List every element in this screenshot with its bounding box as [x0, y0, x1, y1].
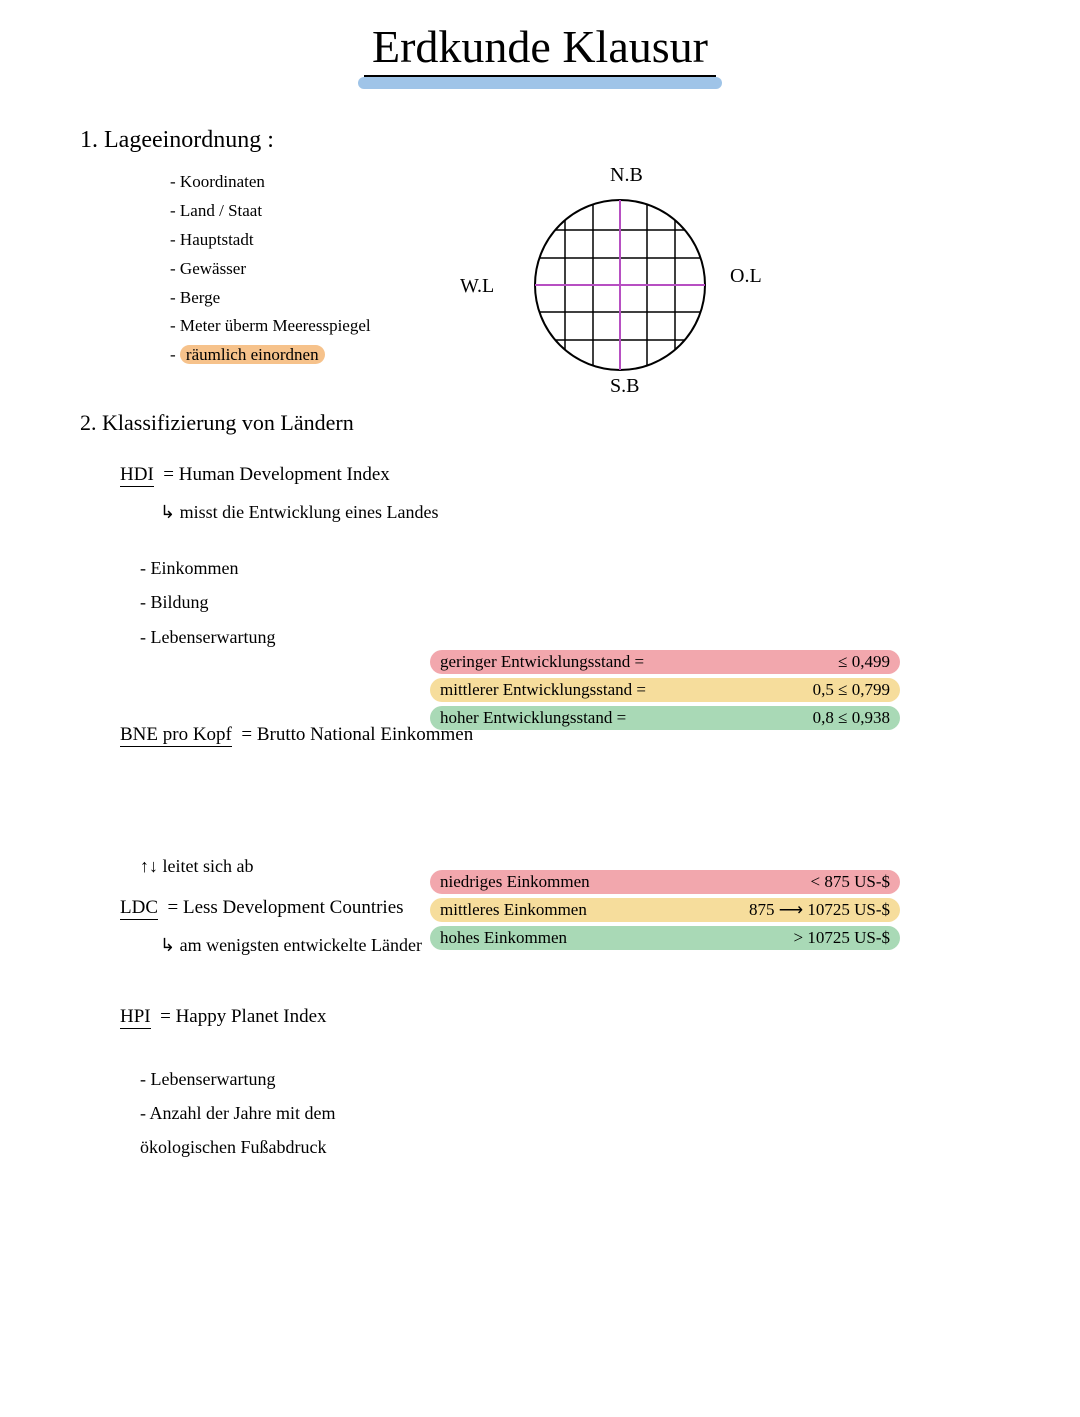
- bne-abbr: BNE pro Kopf: [120, 724, 232, 747]
- ldc-def: = Less Development Countries: [168, 897, 404, 918]
- row-label: mittlerer Entwicklungsstand =: [440, 680, 646, 700]
- hpi-factors: Lebenserwartung Anzahl der Jahre mit dem…: [140, 1062, 1080, 1165]
- globe-label-w: W.L: [460, 275, 494, 298]
- hpi-term: HPI = Happy Planet Index: [120, 1006, 1080, 1028]
- factor: Lebenserwartung: [140, 1062, 1080, 1096]
- hpi-abbr: HPI: [120, 1006, 151, 1029]
- row-label: hoher Entwicklungsstand =: [440, 708, 626, 728]
- globe-diagram: N.B S.B W.L O.L: [430, 170, 810, 410]
- globe-label-n: N.B: [610, 164, 643, 187]
- hdi-def: = Human Development Index: [163, 464, 390, 485]
- factor: Einkommen: [140, 551, 1080, 585]
- globe-label-e: O.L: [730, 265, 762, 288]
- hdi-term: HDI = Human Development Index: [120, 464, 1080, 486]
- factor: Bildung: [140, 585, 1080, 619]
- row-value: < 875 US-$: [811, 872, 890, 892]
- section-1-heading: 1. Lageeinordnung :: [80, 127, 1080, 154]
- table-row: mittlerer Entwicklungsstand = 0,5 ≤ 0,79…: [430, 678, 900, 702]
- row-label: niedriges Einkommen: [440, 872, 590, 892]
- row-value: > 10725 US-$: [794, 928, 890, 948]
- bne-table: niedriges Einkommen < 875 US-$ mittleres…: [430, 870, 900, 954]
- hdi-abbr: HDI: [120, 464, 154, 487]
- hdi-note: ↳ misst die Entwicklung eines Landes: [160, 502, 1080, 523]
- row-label: mittleres Einkommen: [440, 900, 587, 920]
- hdi-factors: Einkommen Bildung Lebenserwartung: [140, 551, 1080, 654]
- table-row: hoher Entwicklungsstand = 0,8 ≤ 0,938: [430, 706, 900, 730]
- row-value: 875 ⟶ 10725 US-$: [749, 900, 890, 920]
- ldc-abbr: LDC: [120, 897, 158, 920]
- globe-label-s: S.B: [610, 375, 639, 398]
- table-row: geringer Entwicklungsstand = ≤ 0,499: [430, 650, 900, 674]
- factor: Lebenserwartung: [140, 620, 1080, 654]
- hdi-table: geringer Entwicklungsstand = ≤ 0,499 mit…: [430, 650, 900, 734]
- row-value: 0,5 ≤ 0,799: [813, 680, 890, 700]
- factor: Anzahl der Jahre mit dem ökologischen Fu…: [140, 1096, 420, 1164]
- table-row: hohes Einkommen > 10725 US-$: [430, 926, 900, 950]
- hpi-def: = Happy Planet Index: [160, 1006, 326, 1027]
- table-row: mittleres Einkommen 875 ⟶ 10725 US-$: [430, 898, 900, 922]
- section-2-heading: 2. Klassifizierung von Ländern: [80, 410, 1080, 436]
- page-title: Erdkunde Klausur: [364, 20, 716, 77]
- row-label: geringer Entwicklungsstand =: [440, 652, 644, 672]
- row-label: hohes Einkommen: [440, 928, 567, 948]
- row-value: 0,8 ≤ 0,938: [813, 708, 890, 728]
- row-value: ≤ 0,499: [838, 652, 890, 672]
- table-row: niedriges Einkommen < 875 US-$: [430, 870, 900, 894]
